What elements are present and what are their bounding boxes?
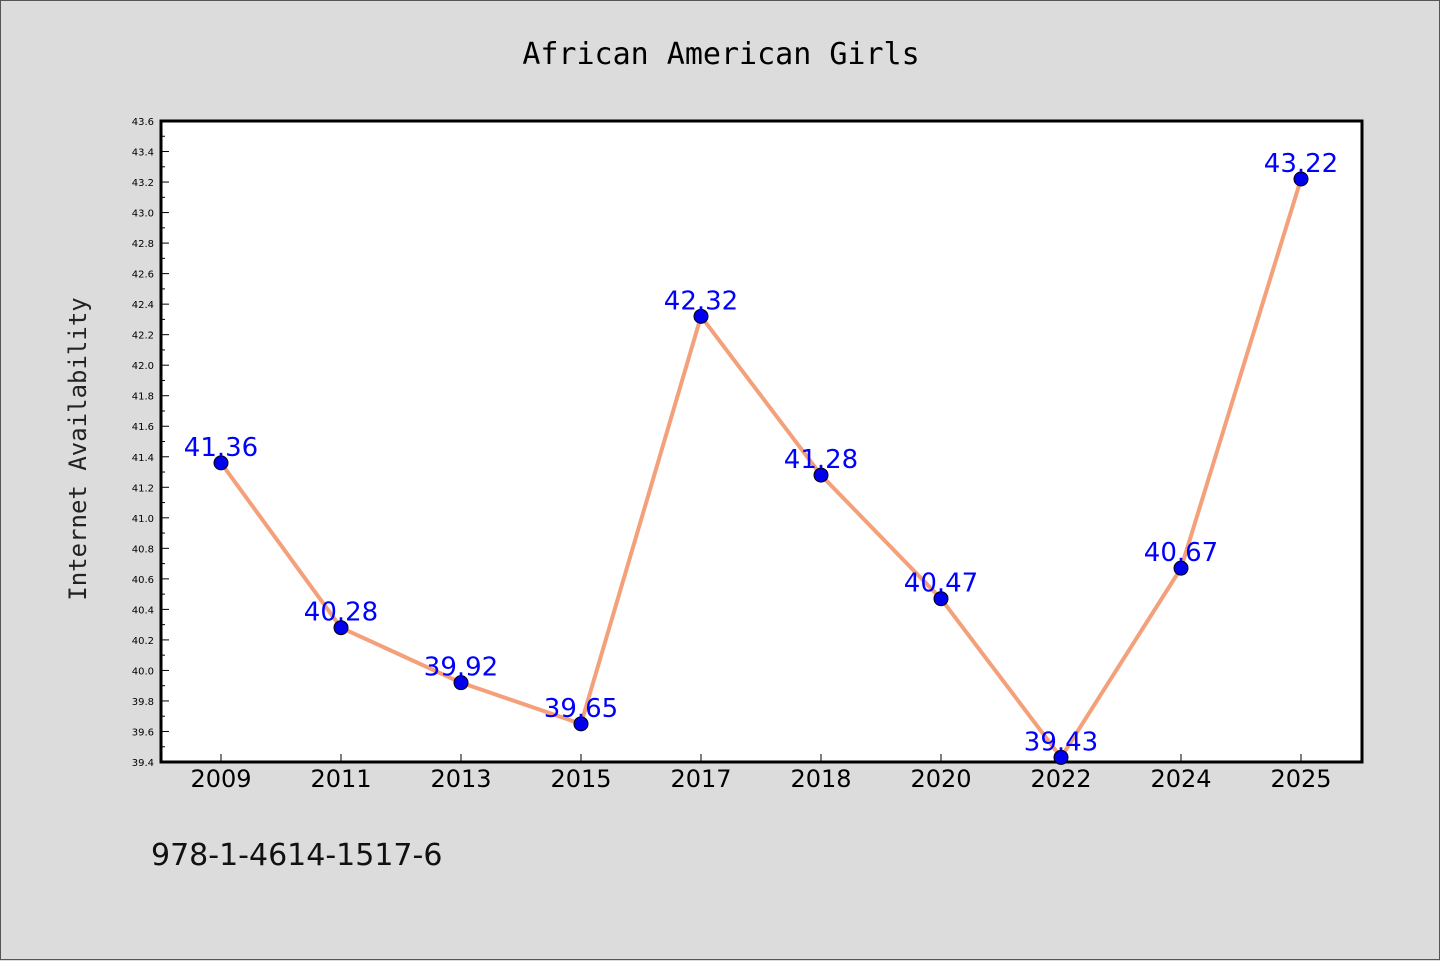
data-point-marker — [1053, 749, 1069, 765]
x-tick-label: 2018 — [790, 765, 851, 793]
y-tick-label: 43.2 — [132, 178, 154, 189]
data-point-marker — [333, 620, 349, 636]
data-point-marker — [213, 455, 229, 471]
y-tick-label: 41.0 — [132, 514, 154, 525]
y-tick-label: 40.2 — [132, 636, 154, 647]
data-point-marker — [453, 675, 469, 691]
data-point-marker — [693, 308, 709, 324]
x-tick-label: 2024 — [1150, 765, 1211, 793]
x-tick-label: 2013 — [430, 765, 491, 793]
y-axis-label: Internet Availability — [64, 297, 92, 600]
x-axis-ticks: 2009 2011 2013 2015 2017 2018 2020 2022 2024 2025 — [190, 754, 1332, 793]
data-point-marker — [573, 716, 589, 732]
data-point-label: 39.43 — [1024, 727, 1098, 757]
y-tick-label: 40.4 — [132, 605, 154, 616]
y-tick-label: 43.6 — [132, 117, 154, 128]
x-tick-label: 2020 — [910, 765, 971, 793]
x-tick-label: 2011 — [310, 765, 371, 793]
x-tick-label: 2009 — [190, 765, 251, 793]
y-tick-label: 39.6 — [132, 727, 154, 738]
data-point-label: 40.67 — [1144, 538, 1218, 568]
data-point-marker — [813, 467, 829, 483]
y-tick-label: 42.6 — [132, 270, 154, 281]
data-labels: 41.36 40.28 39.92 39.65 42.32 41.28 40.47 39.43… — [184, 149, 1338, 757]
data-point-label: 43.22 — [1264, 149, 1338, 179]
x-tick-label: 2025 — [1270, 765, 1331, 793]
chart-title: African American Girls — [522, 37, 919, 72]
series-line — [219, 178, 1303, 760]
y-tick-label: 41.6 — [132, 422, 154, 433]
y-tick-label: 43.0 — [132, 209, 154, 220]
y-tick-label: 43.4 — [132, 148, 154, 159]
y-tick-label: 39.4 — [132, 758, 154, 769]
y-tick-label: 42.8 — [132, 239, 154, 250]
y-tick-label: 42.0 — [132, 361, 154, 372]
data-point-label: 41.28 — [784, 445, 858, 475]
data-point-marker — [1173, 560, 1189, 576]
data-point-label: 40.28 — [304, 598, 378, 628]
y-tick-label: 41.8 — [132, 392, 154, 403]
data-point-marker — [933, 591, 949, 607]
series-line-group — [219, 178, 1303, 760]
x-tick-label: 2015 — [550, 765, 611, 793]
y-tick-label: 42.4 — [132, 300, 154, 311]
data-point-label: 39.92 — [424, 653, 498, 683]
plot-area — [159, 119, 1364, 764]
x-tick-label: 2017 — [670, 765, 731, 793]
data-markers — [213, 171, 1309, 765]
data-point-label: 39.65 — [544, 694, 618, 724]
footnote-isbn: 978-1-4614-1517-6 — [151, 838, 442, 873]
data-point-label: 42.32 — [664, 286, 738, 316]
y-tick-label: 40.6 — [132, 575, 154, 586]
data-point-label: 40.47 — [904, 569, 978, 599]
y-tick-label: 41.4 — [132, 453, 154, 464]
data-point-label: 41.36 — [184, 433, 258, 463]
x-tick-label: 2022 — [1030, 765, 1091, 793]
y-tick-label: 40.8 — [132, 544, 154, 555]
y-tick-label: 41.2 — [132, 483, 154, 494]
y-tick-label: 39.8 — [132, 697, 154, 708]
data-point-marker — [1293, 171, 1309, 187]
y-tick-label: 42.2 — [132, 331, 154, 342]
y-axis-ticks: 39.4 39.6 39.8 40.0 40.2 40.4 40.6 40.8 41.0 41.2… — [132, 117, 169, 769]
y-tick-label: 40.0 — [132, 666, 154, 677]
